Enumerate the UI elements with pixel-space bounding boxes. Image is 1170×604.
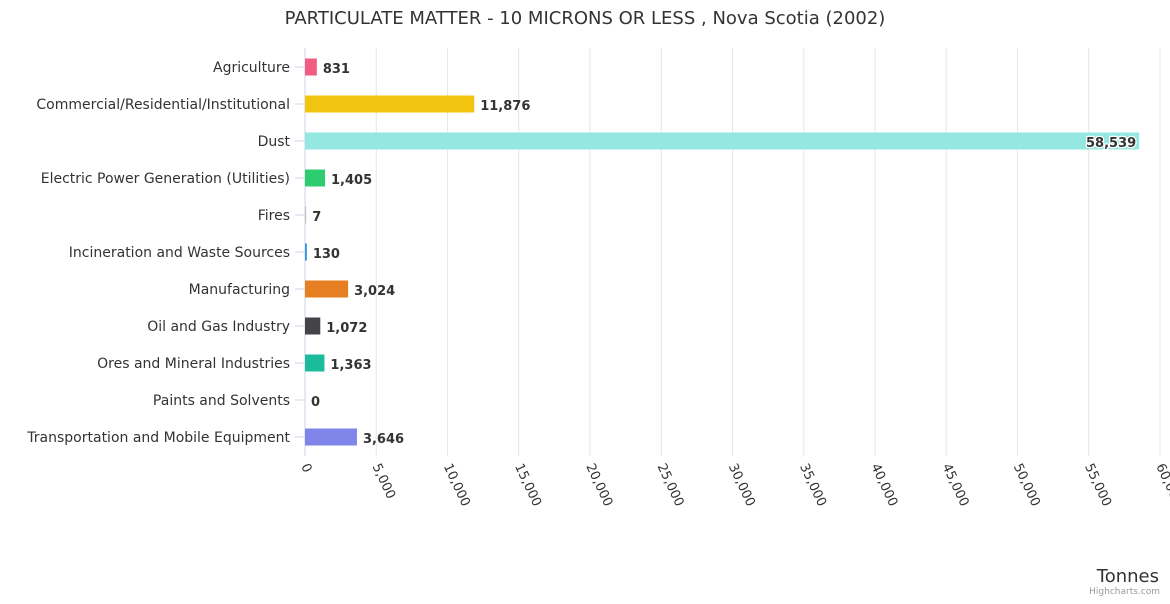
category-label-manufacturing: Manufacturing (189, 282, 290, 298)
category-label-dust: Dust (258, 134, 291, 150)
data-label-transportation-and-mobile-equipment: 3,646 (363, 432, 404, 447)
x-tick-label: 40,000 (867, 461, 900, 509)
x-tick-label: 60,000 (1152, 461, 1170, 509)
chart-title: PARTICULATE MATTER - 10 MICRONS OR LESS … (285, 8, 886, 29)
bar-incineration-and-waste-sources[interactable] (305, 243, 307, 261)
category-label-oil-and-gas-industry: Oil and Gas Industry (147, 319, 290, 335)
category-label-agriculture: Agriculture (213, 60, 290, 76)
category-label-paints-and-solvents: Paints and Solvents (153, 393, 290, 409)
x-tick-label: 0 (297, 461, 314, 475)
data-label-oil-and-gas-industry: 1,072 (326, 321, 367, 336)
category-label-fires: Fires (258, 208, 290, 224)
data-label-dust: 58,539 (1086, 136, 1136, 151)
x-tick-label: 45,000 (939, 461, 972, 509)
bar-agriculture[interactable] (305, 58, 317, 76)
category-labels: Agriculture Commercial/Residential/Instit… (26, 60, 290, 446)
data-label-incineration-and-waste-sources: 130 (313, 247, 340, 262)
data-label-electric-power-generation-utilities: 1,405 (331, 173, 372, 188)
x-tick-label: 25,000 (654, 461, 687, 509)
category-label-transportation-and-mobile-equipment: Transportation and Mobile Equipment (26, 430, 290, 446)
x-tick-labels: 0 5,000 10,000 15,000 20,000 25,000 30,000 35,0… (297, 461, 1170, 509)
x-tick-label: 15,000 (511, 461, 544, 509)
bar-layer (305, 58, 1140, 446)
x-tick-label: 35,000 (796, 461, 829, 509)
x-tick-label: 55,000 (1081, 461, 1114, 509)
bar-manufacturing[interactable] (305, 280, 349, 298)
bar-oil-and-gas-industry[interactable] (305, 317, 321, 335)
bar-fires[interactable] (305, 206, 307, 224)
category-label-ores-and-mineral-industries: Ores and Mineral Industries (97, 356, 290, 372)
x-tick-label: 5,000 (369, 461, 398, 501)
x-tick-label: 10,000 (440, 461, 473, 509)
x-tick-label: 30,000 (725, 461, 758, 509)
data-label-ores-and-mineral-industries: 1,363 (330, 358, 371, 373)
category-label-electric-power-generation-utilities: Electric Power Generation (Utilities) (41, 171, 290, 187)
bar-ores-and-mineral-industries[interactable] (305, 354, 325, 372)
x-axis-title: Tonnes (1096, 566, 1159, 587)
x-tick-label: 20,000 (582, 461, 615, 509)
x-tick-label: 50,000 (1010, 461, 1043, 509)
bar-commercial-residential-institutional[interactable] (305, 95, 475, 113)
credits-link[interactable]: Highcharts.com (1089, 587, 1160, 597)
data-label-manufacturing: 3,024 (354, 284, 395, 299)
bar-transportation-and-mobile-equipment[interactable] (305, 428, 357, 446)
data-label-fires: 7 (312, 210, 321, 225)
data-label-agriculture: 831 (323, 62, 350, 77)
bar-electric-power-generation-utilities[interactable] (305, 169, 326, 187)
data-label-commercial-residential-institutional: 11,876 (480, 99, 530, 114)
category-label-commercial-residential-institutional: Commercial/Residential/Institutional (36, 97, 290, 113)
bar-dust[interactable] (305, 132, 1140, 150)
category-label-incineration-and-waste-sources: Incineration and Waste Sources (69, 245, 290, 261)
data-label-paints-and-solvents: 0 (311, 395, 320, 410)
data-labels: 831 11,876 58,539 1,405 7 130 3,024 1,072 1,363 0… (310, 61, 1138, 449)
